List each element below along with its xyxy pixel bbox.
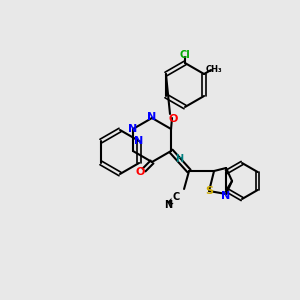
Text: N: N (221, 191, 231, 201)
Text: N: N (134, 136, 144, 146)
Text: CH₃: CH₃ (206, 64, 222, 74)
Text: Cl: Cl (180, 50, 190, 60)
Text: N: N (128, 124, 138, 134)
Text: C: C (172, 192, 180, 202)
Text: O: O (135, 167, 145, 177)
Text: N: N (164, 200, 172, 210)
Text: S: S (205, 186, 213, 196)
Text: O: O (168, 114, 178, 124)
Text: H: H (175, 154, 183, 164)
Text: N: N (147, 112, 157, 122)
